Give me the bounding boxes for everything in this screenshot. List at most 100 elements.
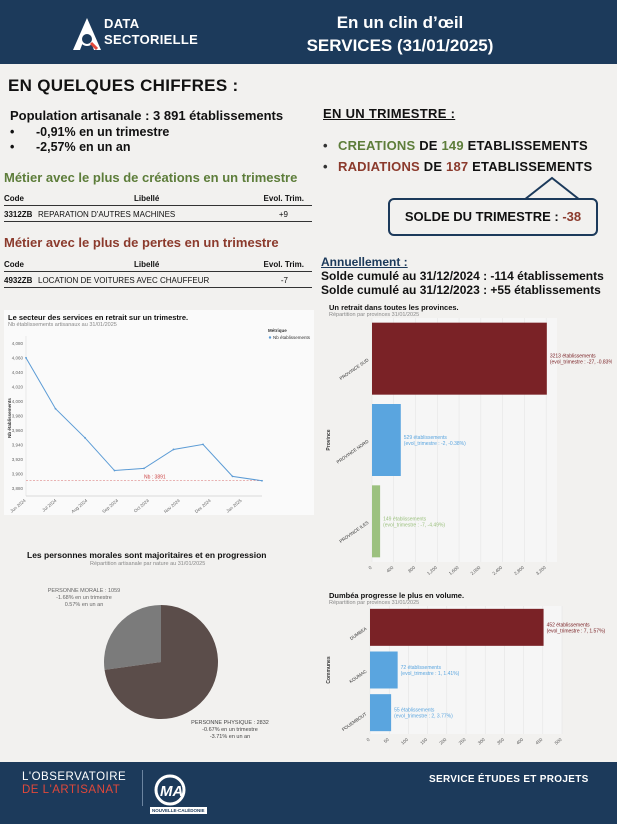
legend-title: Métrique [268,328,287,333]
legend-item: Nb établissements [273,335,311,340]
x-tick-label: 50 [383,737,390,744]
pie-label-morale-detail2: 0.57% en un an [65,602,104,608]
magnifier-logo-icon [73,18,101,51]
x-tick-label: Nov 2024 [163,498,181,515]
page-title: En un clin d’œil SERVICES (31/01/2025) [306,13,494,55]
metier-creations-title: Métier avec le plus de créations en un t… [4,170,298,185]
bar-data-label-detail: (evol_trimestre : 1, 1.41%) [401,671,460,677]
x-tick-label: 300 [477,737,486,746]
pie-label-physique-detail1: -0.67% en un trimestre [202,727,258,733]
pie-chart: PERSONNE MORALE : 1059-1.68% en un trime… [48,588,269,740]
bar-pouembout [370,694,392,732]
cma-subtitle: NOUVELLE-CALÉDONIE [150,807,207,814]
y-tick-label: 3,920 [12,457,24,462]
pie-slice-personne-physique [104,605,219,719]
x-tick-label: Aug 2024 [70,498,88,515]
bar-data-label: 55 établissements [394,708,435,714]
x-tick-label: Jul 2024 [41,498,58,513]
x-tick-label: 1,600 [448,565,460,576]
callout-pointer-icon [523,176,581,201]
data-point [54,407,57,410]
x-tick-label: 150 [419,737,428,746]
category-label: POUEMBOUT [341,711,368,732]
pie-chart-title: Les personnes morales sont majoritaires … [27,550,267,560]
y-tick-label: 4,000 [12,399,24,404]
pie-slice-personne-morale [104,605,161,670]
bar-data-label-detail: (evol_trimestre : -27, -0.83%) [550,360,612,366]
metier-pertes-title: Métier avec le plus de pertes en un trim… [4,235,279,250]
data-point [202,443,204,446]
category-label: DUMBEA [349,626,368,641]
x-tick-label: 0 [368,565,374,571]
section-heading-trimestre: EN UN TRIMESTRE : [323,106,456,121]
y-tick-label: 4,060 [12,355,24,360]
x-tick-label: 400 [515,737,524,746]
data-point [172,448,175,451]
bullet-an: -2,57% en un an [10,140,169,155]
province-bar-chart: 0 400 800 1,200 1,600 2,000 2,400 2,800 3,200 PRO… [326,318,612,576]
bar-data-label-detail: (evol_trimestre : -7, -4.49%) [383,522,445,528]
category-label: PROVINCE ILES [338,520,369,544]
pie-label-morale-detail1: -1.68% en un trimestre [56,595,112,601]
pie-label-physique-detail2: -3.71% en un an [210,734,250,740]
y-axis-label: Nb établissements [7,398,12,438]
x-tick-label: 400 [385,565,394,574]
bar-data-label: 529 établissements [404,435,448,441]
table-header: Code Libellé Evol. Trim. [4,258,312,272]
line-chart-title: Le secteur des services en retrait sur u… [8,313,189,322]
pie-chart-subtitle: Répartition artisanale par nature au 31/… [90,561,206,567]
table-row: 4932ZB LOCATION DE VOITURES AVEC CHAUFFE… [4,274,312,288]
y-tick-label: 3,940 [12,443,24,448]
bar-dumbea [370,608,544,646]
x-tick-label: 250 [458,737,467,746]
category-label: PROVINCE SUD [339,357,371,381]
commune-chart-subtitle: Répartition par provinces 31/01/2025 [329,600,420,606]
province-chart-subtitle: Répartition par provinces 31/01/2025 [329,312,420,318]
data-point [25,356,27,359]
y-axis-label: Communes [326,656,332,683]
pie-label-morale: PERSONNE MORALE : 1059 [48,588,120,594]
y-tick-label: 3,880 [12,486,24,491]
x-tick-label: 2,400 [491,565,503,576]
observatoire-logo: L'OBSERVATOIRE DE L'ARTISANAT [22,771,127,796]
radiations-line: • RADIATIONS DE 187 ETABLISSEMENTS [323,159,593,174]
x-tick-label: 0 [366,737,372,743]
pie-label-physique: PERSONNE PHYSIQUE : 2832 [191,720,269,726]
bar-data-label-detail: (evol_trimestre : 7, 1.57%) [547,628,606,634]
x-tick-label: 100 [400,737,409,746]
y-tick-label: 4,040 [12,370,24,375]
commune-bar-chart: 0 50 100 150 200 250 300 350 400 450 500 DUMBEA 452 … [326,606,606,746]
footer-service: SERVICE ÉTUDES ET PROJETS [429,774,589,785]
series-line-nb-etablissements [25,357,263,482]
bar-data-label: 452 établissements [547,622,591,628]
data-point [143,467,145,470]
y-axis-label: Province [326,429,332,450]
x-tick-label: 450 [534,737,543,746]
creations-line: • CREATIONS DE 149 ETABLISSEMENTS [323,138,588,153]
logo-text: DATA SECTORIELLE [104,16,199,47]
bullet-trimestre: -0,91% en un trimestre [10,125,169,140]
category-label: KOUMAC [349,668,369,684]
bar-data-label: 3213 établissements [550,354,596,360]
population-summary: Population artisanale : 3 891 établissem… [10,108,284,123]
bar-koumac [370,651,398,689]
table-row: 3312ZB REPARATION D'AUTRES MACHINES +9 [4,208,312,222]
x-tick-label: Oct 2024 [133,498,151,514]
x-tick-label: 2,000 [470,565,482,576]
bar-data-label: 72 établissements [401,665,442,671]
population-bullets: -0,91% en un trimestre -2,57% en un an [10,125,169,155]
footer: L'OBSERVATOIRE DE L'ARTISANAT MA NOUVELL… [0,762,617,824]
data-point [113,469,116,472]
legend-swatch [268,336,272,339]
x-tick-label: 3,200 [535,565,547,576]
section-heading-chiffres: EN QUELQUES CHIFFRES : [8,76,239,95]
x-tick-label: Jan 2025 [225,498,243,514]
footer-divider [142,770,143,806]
x-tick-label: Jun 2024 [9,498,27,514]
x-tick-label: Dec 2024 [194,498,212,515]
solde-2023: Solde cumulé au 31/12/2023 : +55 établis… [321,283,601,297]
x-tick-label: 800 [407,565,416,574]
bar-province-sud [372,322,547,395]
x-tick-label: 2,800 [513,565,525,576]
bar-data-label-detail: (evol_trimestre : 2, 3.77%) [394,714,453,720]
